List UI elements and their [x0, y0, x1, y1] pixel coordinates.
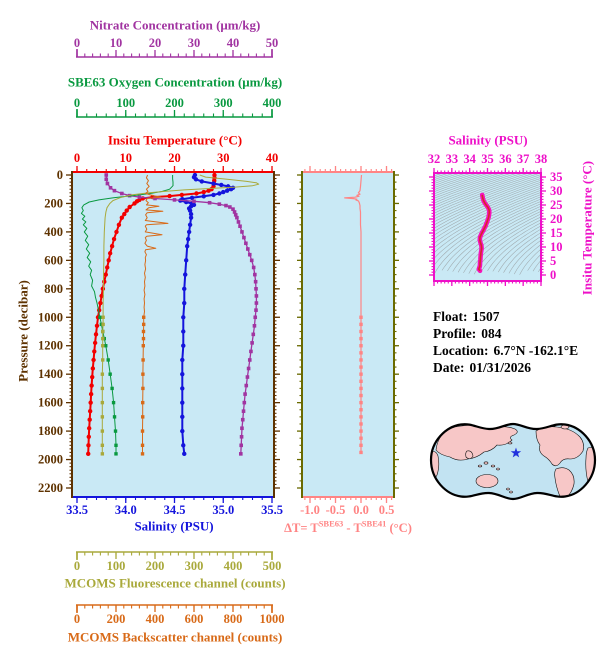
svg-text:0.0: 0.0	[353, 503, 369, 517]
svg-text:400: 400	[146, 612, 165, 626]
svg-text:20: 20	[149, 36, 162, 50]
profile-number-value: 084	[481, 326, 502, 341]
svg-text:200: 200	[146, 559, 165, 573]
svg-text:400: 400	[263, 96, 282, 110]
temperature-axis-title: Insitu Temperature (°C)	[107, 132, 243, 148]
svg-text:25: 25	[550, 198, 563, 212]
svg-text:600: 600	[185, 612, 204, 626]
pressure-axis-title: Pressure (decibar)	[15, 280, 31, 382]
svg-text:30: 30	[550, 184, 563, 198]
float-info-block: Float: 1507 Profile: 084 Location: 6.7°N -1…	[433, 308, 578, 376]
svg-text:1400: 1400	[38, 367, 63, 381]
svg-text:30: 30	[188, 36, 201, 50]
svg-text:600: 600	[44, 253, 63, 267]
svg-text:100: 100	[116, 96, 135, 110]
svg-text:0: 0	[550, 268, 556, 282]
svg-text:33.5: 33.5	[66, 503, 88, 517]
svg-text:1000: 1000	[260, 612, 285, 626]
svg-text:35: 35	[550, 170, 563, 184]
svg-text:-1.0: -1.0	[300, 503, 320, 517]
svg-text:0.5: 0.5	[379, 503, 395, 517]
svg-text:300: 300	[214, 96, 233, 110]
oxygen-axis-title: SBE63 Oxygen Concentration (μm/kg)	[67, 74, 283, 90]
svg-text:0: 0	[57, 168, 63, 182]
svg-text:33: 33	[446, 152, 459, 166]
svg-text:34.5: 34.5	[164, 503, 186, 517]
svg-text:15: 15	[550, 226, 563, 240]
svg-text:100: 100	[107, 559, 126, 573]
svg-text:1800: 1800	[38, 424, 63, 438]
svg-text:200: 200	[165, 96, 184, 110]
svg-text:38: 38	[535, 152, 548, 166]
float-id-value: 1507	[472, 309, 500, 324]
svg-text:36: 36	[499, 152, 512, 166]
svg-text:500: 500	[263, 559, 282, 573]
svg-text:800: 800	[224, 612, 243, 626]
svg-text:1000: 1000	[38, 310, 63, 324]
svg-text:400: 400	[224, 559, 243, 573]
svg-text:0: 0	[74, 612, 80, 626]
svg-text:37: 37	[517, 152, 530, 166]
svg-text:0: 0	[74, 559, 80, 573]
svg-text:400: 400	[44, 225, 63, 239]
svg-text:5: 5	[550, 254, 556, 268]
location-value: 6.7°N -162.1°E	[493, 343, 579, 358]
svg-text:300: 300	[185, 559, 204, 573]
svg-text:35: 35	[481, 152, 494, 166]
date-value: 01/31/2026	[469, 360, 531, 375]
svg-text:30: 30	[217, 151, 230, 165]
float-id-line: Float: 1507	[433, 309, 500, 324]
profile-number-line: Profile: 084	[433, 326, 502, 341]
salinity-axis-title: Salinity (PSU)	[134, 518, 214, 534]
svg-text:34: 34	[463, 152, 476, 166]
svg-text:0: 0	[74, 151, 80, 165]
svg-text:40: 40	[227, 36, 240, 50]
nitrate-axis-title: Nitrate Concentration (μm/kg)	[89, 17, 261, 33]
svg-text:10: 10	[550, 240, 563, 254]
svg-text:2000: 2000	[38, 453, 63, 467]
svg-text:40: 40	[266, 151, 279, 165]
ts-salinity-axis-title: Salinity (PSU)	[448, 132, 528, 148]
svg-text:0: 0	[74, 96, 80, 110]
fluorescence-axis-title: MCOMS Fluorescence channel (counts)	[64, 575, 286, 591]
svg-text:200: 200	[107, 612, 126, 626]
svg-text:2200: 2200	[38, 481, 63, 495]
ts-temperature-axis-title: Insitu Temperature (°C)	[579, 160, 595, 296]
date-line: Date: 01/31/2026	[433, 360, 531, 375]
svg-text:10: 10	[120, 151, 133, 165]
svg-text:1200: 1200	[38, 339, 63, 353]
svg-text:-0.5: -0.5	[326, 503, 346, 517]
svg-text:35.5: 35.5	[261, 503, 283, 517]
svg-text:800: 800	[44, 282, 63, 296]
svg-text:35.0: 35.0	[212, 503, 234, 517]
svg-text:20: 20	[550, 212, 563, 226]
svg-text:200: 200	[44, 196, 63, 210]
svg-text:0: 0	[74, 36, 80, 50]
svg-text:1600: 1600	[38, 396, 63, 410]
svg-text:10: 10	[110, 36, 123, 50]
delta-t-axis-title: ΔT= TSBE63 - TSBE41 (°C)	[284, 518, 412, 535]
location-line: Location: 6.7°N -162.1°E	[433, 343, 579, 358]
svg-text:34.0: 34.0	[115, 503, 137, 517]
svg-text:32: 32	[428, 152, 441, 166]
backscatter-axis-title: MCOMS Backscatter channel (counts)	[67, 629, 283, 645]
svg-text:20: 20	[168, 151, 181, 165]
svg-text:50: 50	[266, 36, 279, 50]
